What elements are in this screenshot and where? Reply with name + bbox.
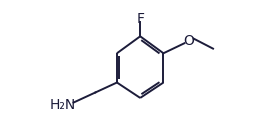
Text: O: O	[184, 34, 194, 48]
Text: F: F	[136, 12, 144, 26]
Text: H₂N: H₂N	[49, 98, 76, 112]
